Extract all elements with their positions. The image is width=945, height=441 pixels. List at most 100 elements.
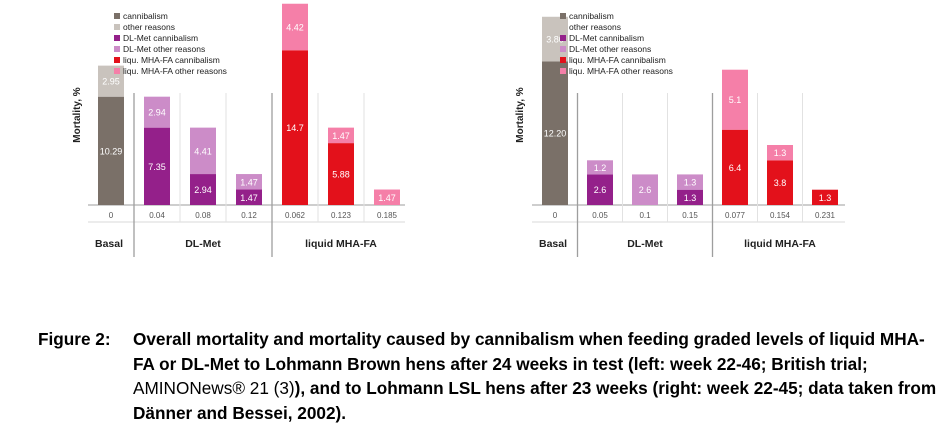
right-bar-data-label: 1.3 [819, 193, 832, 203]
left-bar-data-label: 4.42 [286, 23, 304, 33]
right-bar-data-label: 6.4 [729, 163, 742, 173]
right-bar-top-segment [632, 174, 658, 205]
left-group-label: liquid MHA-FA [305, 238, 377, 250]
left-y-axis-title: Mortality, % [72, 87, 83, 142]
left-group-label: Basal [95, 238, 123, 250]
right-bar-bottom-segment [812, 189, 838, 205]
left-x-ticks: 0 0.04 0.08 0.12 0.062 0.123 0.185 [109, 211, 398, 220]
right-bar-top-segment [722, 69, 748, 130]
left-legend-swatch [114, 46, 120, 52]
right-x-tick-label: 0.1 [639, 211, 651, 220]
right-bar-data-label: 1.3 [774, 148, 787, 158]
figure-caption: Figure 2: Overall mortality and mortalit… [38, 327, 938, 425]
left-x-tick-label: 0.04 [149, 211, 165, 220]
right-group-label: liquid MHA-FA [744, 238, 816, 250]
right-bar-data-label: 12.20 [544, 129, 567, 139]
right-bar-bottom-segment [767, 160, 793, 205]
left-bar-bottom-segment [98, 96, 124, 205]
left-legend-item: cannibalism [123, 11, 168, 21]
right-bar-top-segment [677, 174, 703, 190]
left-bar-data-label: 1.47 [240, 193, 258, 203]
right-bar-data-label: 5.1 [729, 95, 742, 105]
left-bar-top-segment [282, 3, 308, 51]
left-mortality-chart: Mortality, % 10.29 2.95 7.35 2.94 2.94 4.41 1.4… [70, 0, 470, 270]
right-bar-data-label: 3.80 [546, 35, 564, 45]
caption-text-part2: ), and to Lohmann LSL hens after 23 week… [133, 378, 937, 423]
left-x-tick-label: 0.062 [285, 211, 306, 220]
left-bar-bottom-segment [144, 127, 170, 205]
right-y-axis-title: Mortality, % [515, 87, 526, 142]
left-bar-data-label: 1.47 [332, 131, 350, 141]
right-legend-swatch [560, 46, 566, 52]
left-legend-swatch [114, 57, 120, 63]
left-legend-swatch [114, 13, 120, 19]
left-legend-swatch [114, 68, 120, 74]
left-legend-item: other reasons [123, 22, 175, 32]
right-bar-top-segment [767, 145, 793, 161]
right-x-tick-label: 0.077 [725, 211, 746, 220]
right-legend-swatch [560, 68, 566, 74]
right-bar-bottom-segment [677, 189, 703, 205]
right-x-tick-label: 0.05 [592, 211, 608, 220]
caption-text-part1: Overall mortality and mortality caused b… [133, 329, 925, 374]
right-bar-bottom-segment [587, 174, 613, 205]
right-bar-data-label: 1.2 [594, 163, 607, 173]
right-legend-item: liqu. MHA-FA cannibalism [569, 55, 666, 65]
left-legend-swatch [114, 24, 120, 30]
left-legend-swatch [114, 35, 120, 41]
right-bar-data-label: 1.3 [684, 178, 697, 188]
right-x-tick-label: 0.154 [770, 211, 791, 220]
left-bar-top-segment [144, 96, 170, 128]
right-group-labels: Basal DL-Met liquid MHA-FA [539, 238, 816, 250]
right-bar-bottom-segment [542, 61, 568, 206]
right-chart-svg: Mortality, % 12.203.802.61.22.61.31.36.45… [515, 11, 845, 257]
right-x-tick-label: 0.231 [815, 211, 836, 220]
left-bar-bottom-segment [328, 143, 354, 205]
right-mortality-chart: Mortality, % 12.20 3.80 2.6 1.2 2.6 1.3 1.3 6.4 5… [515, 0, 885, 270]
left-legend-item: DL-Met other reasons [123, 44, 205, 54]
left-group-labels: Basal DL-Met liquid MHA-FA [95, 238, 377, 250]
right-legend-swatch [560, 24, 566, 30]
right-group-label: Basal [539, 238, 567, 250]
right-bar-data-label: 2.6 [594, 185, 607, 195]
left-chart-svg: Mortality, % 10.29 2.95 7.35 2.94 2.94 4.41 1.4… [72, 3, 405, 257]
left-legend-item: liqu. MHA-FA cannibalism [123, 55, 220, 65]
left-x-tick-label: 0 [109, 211, 114, 220]
right-legend-swatch [560, 57, 566, 63]
right-bars: 12.20 3.80 2.6 1.2 2.6 1.3 1.3 6.4 5.1 3.8 1.3 1.3 [542, 16, 838, 206]
left-bar-data-label: 1.47 [378, 193, 396, 203]
left-bar-bottom-segment [190, 174, 216, 205]
left-bar-data-label: 7.35 [148, 162, 166, 172]
right-bar-data-label: 1.3 [684, 193, 697, 203]
right-legend-swatch [560, 13, 566, 19]
right-bar-top-segment [587, 160, 613, 175]
left-x-tick-label: 0.123 [331, 211, 352, 220]
left-bars: 10.29 2.95 7.35 2.94 2.94 4.41 1.47 1.47 14.7 4.4… [98, 3, 400, 206]
left-bar-data-label: 2.95 [102, 77, 120, 87]
right-bar-data-label: 3.8 [774, 178, 787, 188]
right-legend-swatch [560, 35, 566, 41]
right-legend-item: cannibalism [569, 11, 614, 21]
right-legend-item: liqu. MHA-FA other reasons [569, 66, 673, 76]
left-bar-bottom-segment [236, 189, 262, 205]
left-bar-data-label: 2.94 [194, 185, 212, 195]
caption-source-reference: AMINONews® 21 (3) [133, 378, 295, 398]
left-bar-top-segment [374, 189, 400, 205]
caption-text: Overall mortality and mortality caused b… [133, 327, 938, 425]
left-legend-item: DL-Met cannibalism [123, 33, 198, 43]
left-bar-bottom-segment [282, 50, 308, 206]
left-bar-top-segment [328, 127, 354, 144]
left-legend-item: liqu. MHA-FA other reasons [123, 66, 227, 76]
left-x-tick-label: 0.08 [195, 211, 211, 220]
right-x-tick-label: 0 [553, 211, 558, 220]
left-x-tick-label: 0.185 [377, 211, 398, 220]
right-legend-item: DL-Met cannibalism [569, 33, 644, 43]
left-bar-data-label: 10.29 [100, 146, 123, 156]
left-x-tick-label: 0.12 [241, 211, 257, 220]
left-bar-top-segment [190, 127, 216, 175]
left-group-label: DL-Met [185, 238, 221, 250]
right-bar-bottom-segment [722, 129, 748, 205]
left-bar-data-label: 14.7 [286, 123, 304, 133]
